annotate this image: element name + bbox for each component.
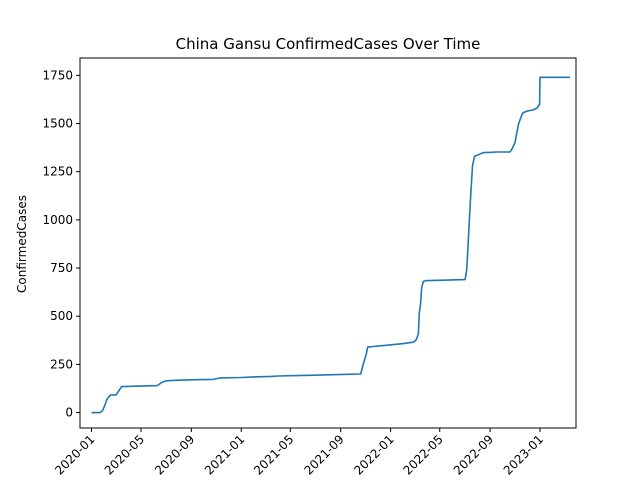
plot-area — [91, 76, 570, 414]
series-line-0 — [91, 76, 570, 414]
y-axis-label: ConfirmedCases — [15, 195, 29, 293]
y-tick-label: 1000 — [42, 213, 73, 227]
y-tick-label: 500 — [50, 309, 73, 323]
y-tick-label: 0 — [65, 406, 73, 420]
y-tick-label: 1250 — [42, 165, 73, 179]
y-axis-ticks: 0 250 500 750 1000 1250 1500 1750 — [42, 68, 80, 420]
chart-title: China Gansu ConfirmedCases Over Time — [176, 35, 481, 53]
y-tick-label: 750 — [50, 261, 73, 275]
y-tick-label: 1500 — [42, 117, 73, 131]
y-tick-label: 1750 — [42, 68, 73, 82]
axes-frame — [79, 57, 577, 429]
y-tick-label: 250 — [50, 357, 73, 371]
